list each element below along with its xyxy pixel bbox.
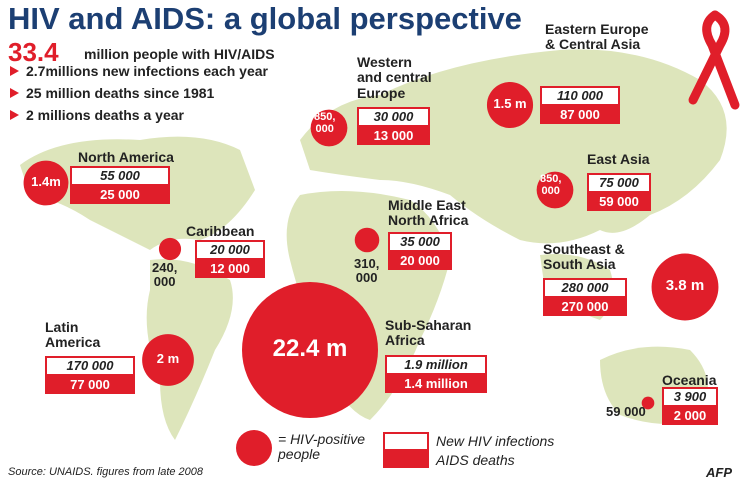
new-infections: 75 000 [587, 173, 651, 193]
region-name: North America [78, 149, 174, 165]
hiv-circle [310, 109, 348, 147]
new-infections: 1.9 million [385, 355, 487, 375]
aids-deaths: 12 000 [195, 260, 265, 278]
aids-deaths: 270 000 [543, 298, 627, 316]
hiv-label: 850, 000 [314, 111, 336, 136]
aids-deaths: 20 000 [388, 252, 452, 270]
hiv-circle [651, 253, 719, 321]
hiv-label: 1.4m [31, 174, 61, 190]
hiv-label: 59 000 [606, 404, 646, 419]
aids-deaths: 77 000 [45, 376, 135, 394]
total-label: million people with HIV/AIDS [84, 46, 275, 62]
credit: AFP [706, 465, 732, 480]
hiv-label: 1.5 m [493, 96, 527, 112]
fact: 2 millions deaths a year [26, 107, 184, 123]
new-infections: 3 900 [662, 387, 718, 407]
legend-deaths-box [383, 450, 429, 468]
legend-circle [236, 430, 272, 466]
title: HIV and AIDS: a global perspective [8, 1, 522, 36]
source: Source: UNAIDS. figures from late 2008 [8, 466, 204, 478]
fact-bullets [10, 66, 19, 120]
region-name: Southeast & South Asia [543, 241, 625, 273]
hiv-label: 3.8 m [665, 276, 705, 294]
region-name: Sub-Saharan Africa [385, 317, 472, 349]
legend-deaths: AIDS deaths [436, 452, 515, 468]
aids-deaths: 25 000 [70, 186, 170, 204]
hiv-circle [242, 282, 378, 418]
hiv-circle [354, 227, 380, 253]
legend-new-box [383, 432, 429, 451]
new-infections: 30 000 [357, 107, 430, 127]
hiv-label: 240, 000 [152, 260, 178, 290]
region-name: Eastern Europe & Central Asia [545, 21, 649, 53]
new-infections: 280 000 [543, 278, 627, 298]
region-name: Caribbean [186, 223, 255, 239]
aids-deaths: 2 000 [662, 407, 718, 425]
region-name: Oceania [662, 372, 717, 388]
new-infections: 20 000 [195, 240, 265, 260]
hiv-label: 310, 000 [354, 256, 380, 286]
legend-new: New HIV infections [436, 433, 555, 449]
hiv-circle [641, 396, 655, 410]
hiv-label: 22.4 m [272, 334, 348, 362]
aids-deaths: 59 000 [587, 193, 651, 211]
hiv-label: 2 m [156, 351, 180, 367]
hiv-circle [158, 237, 182, 261]
total: 33.4 [8, 37, 59, 67]
region-name: Middle East North Africa [388, 197, 469, 229]
new-infections: 35 000 [388, 232, 452, 252]
aids-deaths: 87 000 [540, 106, 620, 124]
region-name: Latin America [45, 319, 101, 351]
fact: 25 million deaths since 1981 [26, 85, 215, 101]
aids-deaths: 1.4 million [385, 375, 487, 393]
hiv-circle [142, 334, 194, 386]
new-infections: 170 000 [45, 356, 135, 376]
region-name: Western and central Europe [357, 54, 432, 101]
hiv-label: 850, 000 [540, 173, 562, 198]
hiv-circle [486, 81, 534, 129]
legend-hiv: = HIV-positive people [278, 431, 366, 463]
aids-ribbon [688, 10, 740, 110]
aids-deaths: 13 000 [357, 127, 430, 145]
fact: 2.7millions new infections each year [26, 63, 268, 79]
region-name: East Asia [587, 151, 650, 167]
hiv-circle [536, 171, 574, 209]
new-infections: 55 000 [70, 166, 170, 186]
new-infections: 110 000 [540, 86, 620, 106]
hiv-circle [23, 160, 69, 206]
